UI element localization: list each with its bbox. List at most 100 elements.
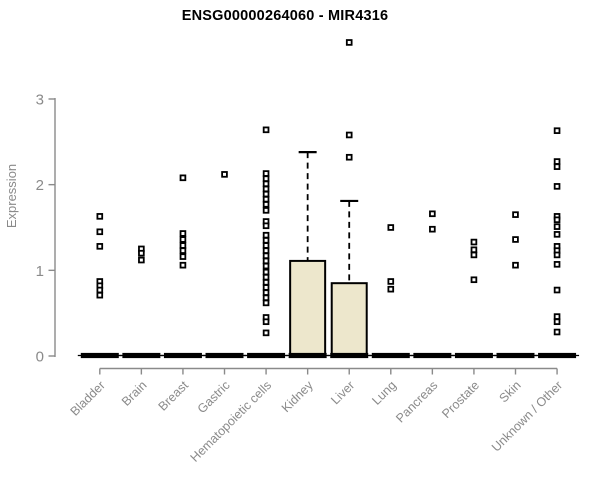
median-bar <box>80 352 119 359</box>
x-tick-label: Hematopoietic cells <box>188 378 275 465</box>
outlier-point <box>262 237 270 244</box>
outlier-point <box>262 268 270 276</box>
outlier-point <box>345 131 353 139</box>
median-bar <box>496 352 535 359</box>
x-tick-label: Breast <box>156 378 192 414</box>
outlier-point <box>262 257 270 265</box>
outlier-point <box>138 256 145 264</box>
outlier-point <box>96 243 104 250</box>
outlier-point <box>179 242 187 249</box>
outlier-point <box>96 286 104 294</box>
outlier-point <box>262 252 270 260</box>
outlier-point <box>553 286 561 294</box>
outlier-point <box>262 180 270 188</box>
outlier-point <box>179 174 187 182</box>
outlier-point <box>262 318 270 326</box>
x-tick-label: Bladder <box>68 378 108 418</box>
chart-title: ENSG00000264060 - MIR4316 <box>181 8 389 24</box>
outlier-point <box>470 246 478 254</box>
outlier-point <box>553 158 561 165</box>
median-bar <box>413 352 452 359</box>
outlier-point <box>470 238 478 246</box>
outlier-point <box>387 224 395 231</box>
outlier-point <box>553 231 561 238</box>
median-bar <box>371 352 410 359</box>
outlier-point <box>96 291 104 299</box>
outlier-point <box>96 213 104 220</box>
outlier-point <box>262 190 270 198</box>
outlier-point <box>553 223 561 230</box>
median-bar <box>288 352 327 359</box>
box-kidney <box>289 259 327 358</box>
median-bar <box>330 352 369 359</box>
outlier-point <box>387 278 395 285</box>
outlier-point <box>262 284 270 291</box>
outlier-point <box>262 185 270 193</box>
median-bar <box>247 352 286 359</box>
y-tick-label: 1 <box>36 263 44 280</box>
outlier-point <box>262 170 270 177</box>
outlier-point <box>262 201 270 208</box>
outlier-point <box>553 318 561 326</box>
outlier-point <box>179 230 187 237</box>
outlier-point <box>553 261 561 268</box>
outlier-point <box>262 222 270 230</box>
x-tick-label: Prostate <box>439 378 482 421</box>
y-tick-label: 0 <box>36 349 44 366</box>
outlier-point <box>221 171 228 178</box>
outlier-point <box>553 163 561 170</box>
outlier-point <box>262 126 270 134</box>
outlier-point <box>179 253 187 260</box>
outlier-point <box>262 273 270 281</box>
outlier-point <box>553 127 561 134</box>
outlier-point <box>470 251 478 259</box>
outlier-point <box>179 247 187 254</box>
y-tick-label: 2 <box>36 177 44 194</box>
median-bar <box>538 352 577 359</box>
outlier-point <box>138 249 145 257</box>
outlier-point <box>345 153 353 161</box>
outlier-point <box>262 195 270 203</box>
x-tick-label: Unknown / Other <box>489 378 565 454</box>
y-tick-label: 3 <box>36 91 44 108</box>
y-axis-label: Expression <box>4 163 19 229</box>
median-bar <box>205 352 244 359</box>
outlier-point <box>512 261 519 269</box>
outlier-point <box>553 313 561 320</box>
outlier-point <box>179 236 187 243</box>
x-tick-label: Gastric <box>195 378 233 416</box>
x-tick-label: Pancreas <box>393 378 440 425</box>
outlier-point <box>262 175 270 182</box>
outlier-point <box>345 39 353 46</box>
outlier-point <box>262 289 270 296</box>
outlier-point <box>262 294 270 302</box>
outlier-point <box>553 328 561 336</box>
outlier-point <box>512 236 519 243</box>
outlier-point <box>262 247 270 254</box>
outlier-point <box>262 279 270 286</box>
outlier-point <box>262 299 270 307</box>
median-bar <box>122 352 161 359</box>
outlier-point <box>262 262 270 270</box>
outlier-point <box>553 216 561 224</box>
outlier-point <box>512 211 519 218</box>
outlier-point <box>262 329 270 337</box>
outlier-point <box>179 261 187 269</box>
x-tick-label: Kidney <box>279 378 316 415</box>
x-tick-label: Lung <box>369 378 399 408</box>
x-tick-label: Liver <box>328 378 357 407</box>
median-bar <box>454 352 493 359</box>
outlier-point <box>470 276 478 284</box>
outlier-point <box>429 210 436 218</box>
x-tick-label: Brain <box>119 378 150 409</box>
box-liver <box>330 282 368 358</box>
outlier-point <box>553 251 561 259</box>
x-tick-label: Skin <box>497 378 524 405</box>
outlier-point <box>262 242 270 249</box>
outlier-point <box>553 183 561 190</box>
outlier-point <box>96 228 104 236</box>
outlier-point <box>387 285 395 293</box>
median-bar <box>163 352 202 359</box>
